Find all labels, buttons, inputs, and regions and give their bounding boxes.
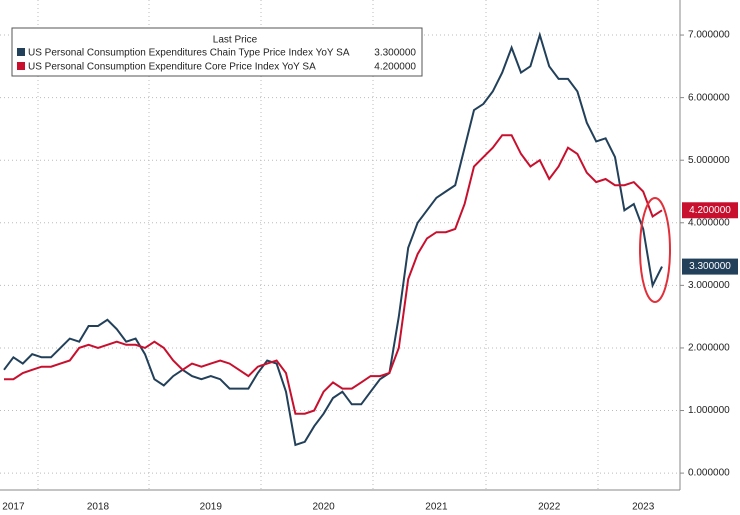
year-dividers xyxy=(37,0,599,490)
legend-swatch xyxy=(17,62,25,70)
x-tick-label: 2022 xyxy=(538,502,561,513)
y-tick-label: 7.000000 xyxy=(688,30,730,41)
y-tick-label: 4.000000 xyxy=(688,217,730,228)
legend-value: 4.200000 xyxy=(374,62,416,73)
legend-label: US Personal Consumption Expenditures Cha… xyxy=(28,48,350,59)
y-tick-label: 0.000000 xyxy=(688,468,730,479)
y-tick-label: 6.000000 xyxy=(688,92,730,103)
x-tick-label: 2021 xyxy=(425,502,448,513)
y-tick-label: 1.000000 xyxy=(688,405,730,416)
y-tick-label: 2.000000 xyxy=(688,343,730,354)
legend-box xyxy=(11,27,423,77)
y-tick-label: 5.000000 xyxy=(688,155,730,166)
x-tick-label: 2020 xyxy=(312,502,335,513)
x-tick-label: 2017 xyxy=(2,502,25,513)
series-line xyxy=(4,134,663,415)
legend: Last Price US Personal Consumption Expen… xyxy=(11,27,423,77)
last-price-tag xyxy=(682,202,738,219)
highlight-ring xyxy=(639,197,671,303)
legend-swatch xyxy=(17,48,25,56)
series-line xyxy=(3,31,663,447)
x-tick-label: 2023 xyxy=(632,502,655,513)
last-price-label: 4.200000 xyxy=(689,205,731,216)
y-tick-label: 3.000000 xyxy=(688,280,730,291)
legend-title: Last Price xyxy=(213,35,258,46)
last-price-tag xyxy=(682,258,738,275)
legend-value: 3.300000 xyxy=(374,48,416,59)
legend-label: US Personal Consumption Expenditure Core… xyxy=(28,62,316,73)
x-tick-label: 2018 xyxy=(87,502,110,513)
x-tick-label: 2019 xyxy=(200,502,223,513)
last-price-label: 3.300000 xyxy=(689,261,731,272)
